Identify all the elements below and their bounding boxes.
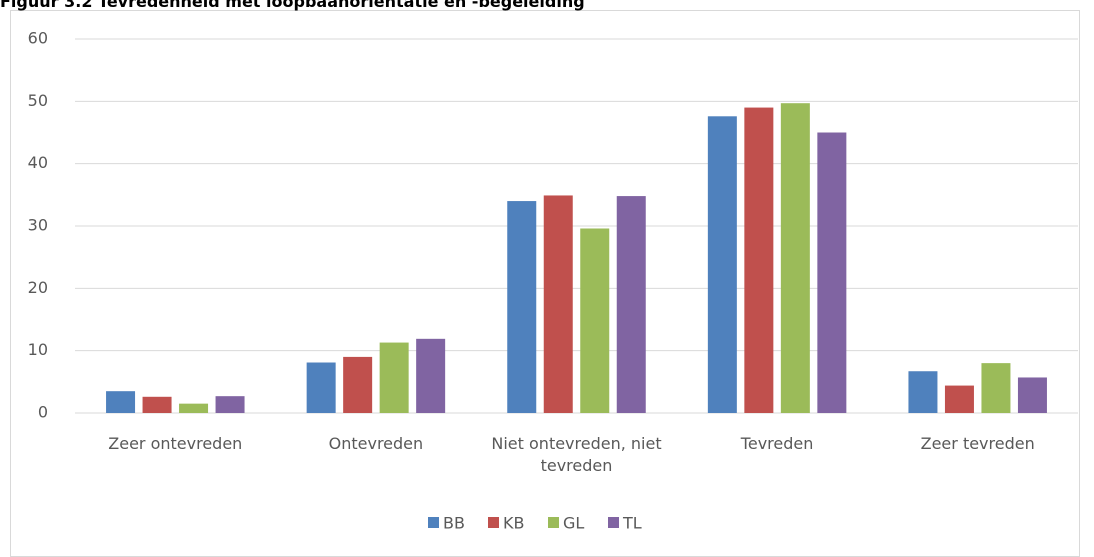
bar [543,195,573,413]
legend-swatch [488,517,499,528]
bar [707,116,737,413]
y-tick-label: 10 [28,340,48,359]
bar [817,132,847,413]
x-tick-label: Zeer tevreden [920,434,1035,453]
bar [142,396,172,413]
bar [580,228,610,413]
bar [744,107,774,414]
bar [981,363,1011,413]
legend-label: GL [563,514,584,533]
bar [179,403,209,413]
bar [379,342,409,413]
bar [780,103,810,413]
bar [306,362,336,413]
legend-label: TL [622,514,642,533]
y-tick-label: 20 [28,278,48,297]
y-tick-label: 30 [28,216,48,235]
bar [944,385,974,413]
y-tick-label: 40 [28,153,48,172]
bar [343,356,373,413]
bar [1017,377,1047,413]
legend-swatch [608,517,619,528]
y-tick-label: 60 [28,29,48,48]
bar [416,338,446,413]
y-tick-label: 0 [38,403,48,422]
legend-swatch [428,517,439,528]
legend-swatch [548,517,559,528]
x-tick-label: Tevreden [740,434,814,453]
bar [908,371,938,413]
legend-label: KB [503,514,524,533]
x-tick-label: Zeer ontevreden [108,434,243,453]
y-tick-label: 50 [28,91,48,110]
bar [215,396,245,413]
legend-label: BB [443,514,465,533]
chart-title: Figuur 3.2 Tevredenheid met loopbaanorië… [0,0,585,11]
bar [106,391,136,413]
x-tick-label: Niet ontevreden, niet tevreden [491,434,662,475]
bar [616,196,646,413]
bar [507,201,537,413]
x-tick-label: Ontevreden [328,434,424,453]
